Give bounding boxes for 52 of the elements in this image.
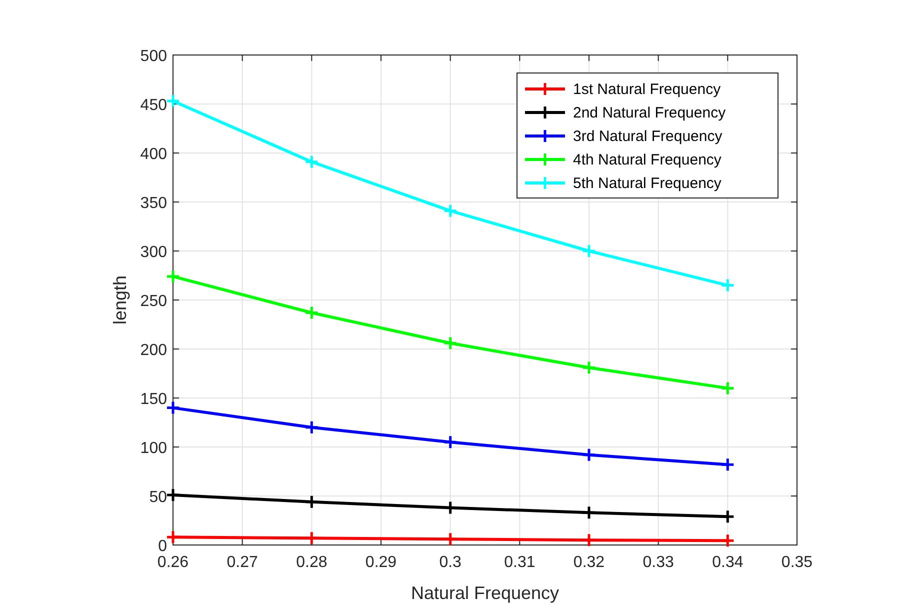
y-tick-label: 450	[140, 97, 168, 114]
legend-label: 4th Natural Frequency	[573, 152, 722, 168]
point	[304, 530, 319, 546]
point	[720, 380, 735, 396]
point	[443, 532, 458, 546]
x-tick-label: 0.28	[296, 554, 328, 571]
point	[582, 360, 596, 375]
point	[720, 533, 735, 548]
point	[166, 94, 180, 108]
point	[720, 457, 735, 472]
point	[166, 269, 180, 284]
point	[304, 154, 319, 170]
y-tick-label: 50	[149, 489, 168, 506]
point	[582, 244, 596, 258]
legend-label: 3rd Natural Frequency	[573, 128, 723, 145]
x-tick-label: 0.33	[642, 554, 674, 571]
point	[304, 420, 319, 435]
legend-label: 1st Natural Frequency	[573, 81, 722, 98]
y-tick-label: 500	[140, 48, 168, 65]
x-tick-label: 0.27	[226, 554, 258, 571]
x-tick-label: 0.29	[365, 554, 397, 571]
point	[443, 204, 458, 218]
point	[720, 278, 735, 293]
x-tick-label: 0.34	[712, 554, 744, 571]
y-tick-label: 400	[140, 146, 168, 163]
y-axis-title: length	[110, 275, 130, 325]
point	[304, 305, 319, 320]
point	[582, 448, 596, 462]
y-tick-label: 300	[140, 244, 168, 261]
y-tick-label: 350	[140, 195, 168, 212]
legend-label: 5th Natural Frequency	[573, 175, 722, 192]
y-tick-label: 200	[140, 342, 168, 359]
point	[582, 532, 596, 548]
x-tick-label: 0.32	[573, 554, 605, 571]
y-tick-label: 250	[140, 293, 168, 310]
point	[166, 400, 180, 416]
point	[166, 488, 180, 502]
x-axis-title: Natural Frequency	[410, 583, 560, 603]
y-tick-label: 0	[158, 538, 168, 555]
x-tick-label: 0.35	[781, 554, 813, 571]
point	[304, 494, 319, 510]
point	[443, 336, 458, 350]
point	[166, 530, 180, 544]
x-tick-label: 0.31	[504, 554, 536, 571]
x-tick-label: 0.26	[157, 554, 189, 571]
x-tick-label: 0.3	[439, 554, 462, 571]
legend-label: 2nd Natural Frequency	[573, 104, 726, 122]
y-tick-label: 100	[140, 440, 168, 457]
point	[582, 505, 596, 520]
point	[443, 434, 458, 450]
point	[720, 509, 735, 524]
y-tick-label: 150	[140, 391, 168, 408]
